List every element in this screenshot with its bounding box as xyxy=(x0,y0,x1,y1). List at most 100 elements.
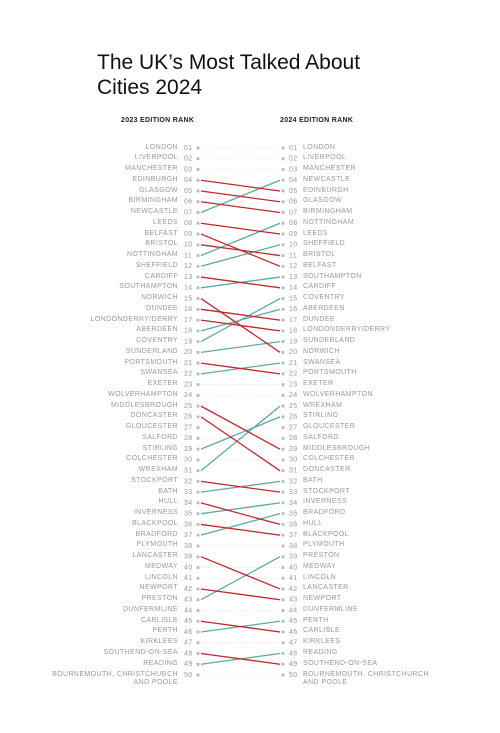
right-dot xyxy=(281,318,285,322)
left-dot xyxy=(196,555,200,559)
right-city-label: DUNFERMLINE xyxy=(303,605,358,613)
left-dot xyxy=(196,232,200,236)
slope-line xyxy=(200,652,281,665)
right-city-label: LONDONDERRY/DERRY xyxy=(303,326,391,334)
right-rank-label: 15 xyxy=(289,295,298,302)
slope-line xyxy=(200,276,281,289)
left-rank-label: 16 xyxy=(184,306,193,313)
left-city-label: CARLISLE xyxy=(140,616,178,624)
right-city-label: LINCOLN xyxy=(303,573,337,581)
left-dot xyxy=(196,630,200,634)
right-dot xyxy=(281,673,285,677)
right-city-label: BATH xyxy=(303,476,323,484)
right-city-label: WREXHAM xyxy=(303,401,343,409)
right-city-label: READING xyxy=(303,648,338,656)
left-city-label: SOUTHAMPTON xyxy=(119,283,178,291)
slope-line xyxy=(200,179,281,192)
left-dot xyxy=(196,361,200,365)
left-rank-label: 28 xyxy=(184,435,193,442)
slope-line xyxy=(200,405,281,472)
left-rank-label: 10 xyxy=(184,242,193,249)
left-rank-label: 35 xyxy=(184,511,193,518)
left-rank-label: 02 xyxy=(184,156,193,163)
right-city-label: MANCHESTER xyxy=(303,165,357,172)
right-city-label: EXETER xyxy=(303,380,334,388)
right-city-label: KIRKLEES xyxy=(303,638,341,646)
left-rank-label: 42 xyxy=(184,586,193,593)
right-dot xyxy=(281,458,285,462)
left-city-label: PORTSMOUTH xyxy=(124,358,178,366)
left-city-label: EXETER xyxy=(147,380,178,388)
left-dot xyxy=(196,307,200,311)
left-city-label: BIRMINGHAM xyxy=(128,197,178,205)
left-dot xyxy=(196,641,200,645)
left-dot xyxy=(196,619,200,623)
slope-line xyxy=(200,222,281,257)
left-rank-label: 48 xyxy=(184,650,193,657)
right-dot xyxy=(281,167,285,172)
left-city-label: MEDWAY xyxy=(144,562,178,570)
left-rank-label: 17 xyxy=(184,317,193,324)
left-rank-label: 30 xyxy=(184,457,193,464)
left-rank-label: 23 xyxy=(184,381,193,388)
right-dot xyxy=(281,329,285,333)
right-city-label: COVENTRY xyxy=(303,294,345,302)
right-city-label: STOCKPORT xyxy=(303,487,350,495)
right-rank-label: 05 xyxy=(289,188,298,195)
right-rank-label: 41 xyxy=(289,575,298,582)
left-city-label: SOUTHEND-ON-SEA xyxy=(103,648,178,656)
left-rank-label: 31 xyxy=(184,467,193,474)
slope-line xyxy=(200,513,281,536)
left-city-label: DUNFERMLINE xyxy=(123,605,178,613)
left-dot xyxy=(196,200,200,204)
right-rank-label: 44 xyxy=(289,607,298,614)
left-dot xyxy=(196,189,200,193)
right-rank-label: 29 xyxy=(289,446,298,453)
right-dot xyxy=(281,512,285,516)
right-rank-label: 20 xyxy=(289,349,298,356)
right-rank-label: 06 xyxy=(289,199,298,206)
right-dot xyxy=(281,146,285,150)
slope-line xyxy=(200,190,281,203)
right-dot xyxy=(281,436,285,440)
left-dot xyxy=(196,458,200,462)
left-dot xyxy=(196,178,200,182)
right-dot xyxy=(281,544,285,548)
right-rank-label: 13 xyxy=(289,274,298,281)
right-dot xyxy=(281,339,285,344)
right-rank-label: 48 xyxy=(289,650,298,657)
left-city-label: BATH xyxy=(158,487,178,495)
left-city-label: MIDDLESBROUGH xyxy=(110,401,178,409)
left-dot xyxy=(196,286,200,290)
left-city-label: LIVERPOOL xyxy=(134,154,178,162)
right-rank-label: 46 xyxy=(289,629,298,636)
left-dot xyxy=(196,512,200,516)
right-dot xyxy=(281,221,285,225)
left-city-label: LONDON xyxy=(145,143,178,151)
left-rank-label: 08 xyxy=(184,220,193,227)
right-city-label: GLOUCESTER xyxy=(303,423,356,431)
left-city-label: SUNDERLAND xyxy=(125,347,178,355)
left-city-label: NEWCASTLE xyxy=(130,208,178,216)
left-city-label: MANCHESTER xyxy=(124,165,178,172)
left-rank-label: 32 xyxy=(184,478,193,485)
left-rank-label: 36 xyxy=(184,521,193,528)
right-city-label: ABERDEEN xyxy=(303,304,345,312)
left-rank-label: 07 xyxy=(184,209,193,216)
right-city-label: NEWPORT xyxy=(303,595,342,603)
right-city-label: LEEDS xyxy=(303,229,328,237)
right-city-label: SOUTHEND-ON-SEA xyxy=(303,659,378,667)
right-dot xyxy=(281,296,285,301)
left-city-label: BELFAST xyxy=(144,229,178,237)
right-city-label: EDINBURGH xyxy=(303,186,349,194)
left-city-label: BOURNEMOUTH, CHRISTCHURCH AND POOLE xyxy=(52,670,178,686)
left-rank-label: 47 xyxy=(184,640,193,647)
left-city-label: BRADFORD xyxy=(135,530,178,538)
left-rank-label: 43 xyxy=(184,597,193,604)
right-city-label: SOUTHAMPTON xyxy=(303,272,362,280)
slope-line xyxy=(200,556,281,601)
right-rank-label: 14 xyxy=(289,285,298,292)
left-rank-label: 20 xyxy=(184,349,193,356)
left-rank-label: 04 xyxy=(184,177,193,184)
